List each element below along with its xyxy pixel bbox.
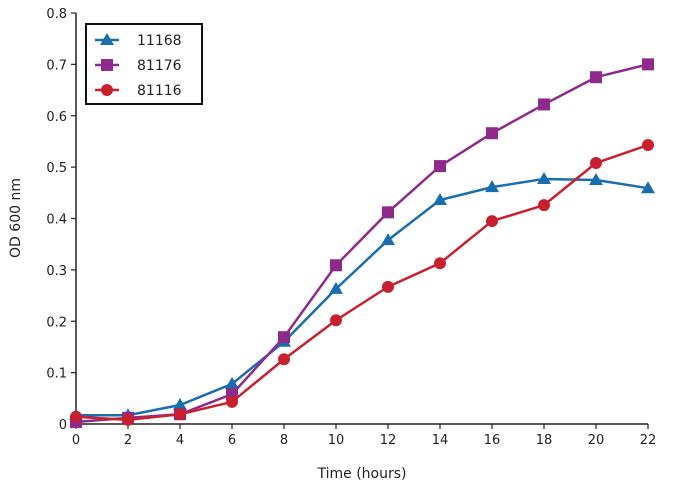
series-group [69, 58, 655, 428]
series-line-81176 [75, 63, 649, 424]
data-point [434, 160, 446, 173]
data-point [642, 58, 654, 71]
legend-label: 81176 [137, 58, 182, 74]
legend-label: 11168 [137, 33, 182, 49]
data-point [122, 413, 134, 426]
y-tick-label: 0.8 [46, 7, 67, 22]
series-11168 [69, 171, 655, 421]
series-line-11168 [76, 177, 649, 417]
axes: 0 2 4 6 8 10 12 14 16 18 20 22 0 0.1 0.2 0.3 0.4 0.5 0.6 0.… [46, 7, 656, 448]
x-tick-label: 8 [280, 433, 288, 448]
series-line-81116 [75, 143, 649, 422]
data-point [382, 280, 394, 293]
data-point [174, 408, 186, 421]
y-tick-label: 0.6 [46, 110, 67, 125]
x-tick-label: 4 [176, 433, 184, 448]
data-point [225, 376, 239, 389]
data-point [330, 314, 342, 327]
data-point [173, 397, 187, 410]
data-point [329, 281, 343, 294]
data-point [382, 206, 394, 219]
data-point [590, 157, 602, 170]
y-tick-label: 0 [59, 418, 67, 433]
x-tick-label: 14 [432, 433, 449, 448]
legend: 11168 81176 81116 [85, 23, 203, 105]
x-tick-label: 20 [588, 433, 605, 448]
data-point [642, 139, 654, 152]
data-point [70, 410, 82, 423]
data-point [641, 181, 655, 194]
data-point [381, 233, 395, 246]
data-point [589, 172, 603, 185]
data-point [226, 395, 238, 408]
series-81176 [70, 58, 654, 428]
y-tick-label: 0.4 [46, 213, 67, 228]
data-point [537, 171, 551, 184]
legend-label: 81116 [137, 83, 182, 99]
legend-marker [100, 33, 114, 45]
x-tick-label: 12 [380, 433, 397, 448]
x-tick-label: 6 [228, 433, 236, 448]
y-tick-label: 0.1 [46, 367, 67, 382]
y-tick-label: 0.3 [46, 264, 67, 279]
data-point [538, 98, 550, 111]
y-tick-label: 0.5 [46, 161, 67, 176]
data-point [486, 127, 498, 140]
series-81116 [70, 139, 654, 426]
x-axis-label: Time (hours) [317, 466, 407, 482]
x-tick-label: 22 [640, 433, 657, 448]
legend-marker [101, 59, 113, 71]
data-point [538, 199, 550, 212]
x-tick-label: 0 [72, 433, 80, 448]
data-point [330, 259, 342, 272]
data-point [590, 71, 602, 84]
x-tick-label: 10 [328, 433, 345, 448]
data-point [486, 215, 498, 228]
y-axis-label: OD 600 nm [8, 178, 24, 258]
data-point [434, 257, 446, 270]
y-tick-label: 0.7 [46, 58, 67, 73]
data-point [485, 180, 499, 193]
x-tick-label: 16 [484, 433, 501, 448]
y-tick-label: 0.2 [46, 315, 67, 330]
x-tick-label: 18 [536, 433, 553, 448]
data-point [278, 353, 290, 366]
data-point [433, 193, 447, 206]
data-point [278, 331, 290, 344]
legend-marker [101, 84, 113, 96]
x-tick-label: 2 [124, 433, 132, 448]
